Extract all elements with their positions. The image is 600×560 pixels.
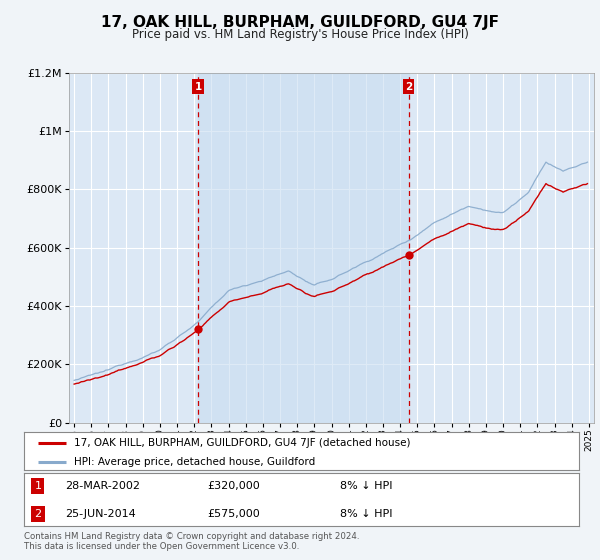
Text: 8% ↓ HPI: 8% ↓ HPI [340, 481, 393, 491]
Text: 25-JUN-2014: 25-JUN-2014 [65, 508, 136, 519]
Text: Price paid vs. HM Land Registry's House Price Index (HPI): Price paid vs. HM Land Registry's House … [131, 28, 469, 41]
Text: £320,000: £320,000 [207, 481, 260, 491]
Text: HPI: Average price, detached house, Guildford: HPI: Average price, detached house, Guil… [74, 457, 315, 467]
Text: 1: 1 [195, 82, 202, 91]
Text: 1: 1 [34, 481, 41, 491]
Text: £575,000: £575,000 [207, 508, 260, 519]
Text: 2: 2 [34, 508, 41, 519]
Text: 8% ↓ HPI: 8% ↓ HPI [340, 508, 393, 519]
Text: 17, OAK HILL, BURPHAM, GUILDFORD, GU4 7JF (detached house): 17, OAK HILL, BURPHAM, GUILDFORD, GU4 7J… [74, 437, 410, 447]
Bar [199, 73, 409, 423]
Text: 28-MAR-2002: 28-MAR-2002 [65, 481, 140, 491]
Text: Contains HM Land Registry data © Crown copyright and database right 2024.
This d: Contains HM Land Registry data © Crown c… [24, 532, 359, 552]
Text: 2: 2 [405, 82, 412, 91]
Text: 17, OAK HILL, BURPHAM, GUILDFORD, GU4 7JF: 17, OAK HILL, BURPHAM, GUILDFORD, GU4 7J… [101, 15, 499, 30]
